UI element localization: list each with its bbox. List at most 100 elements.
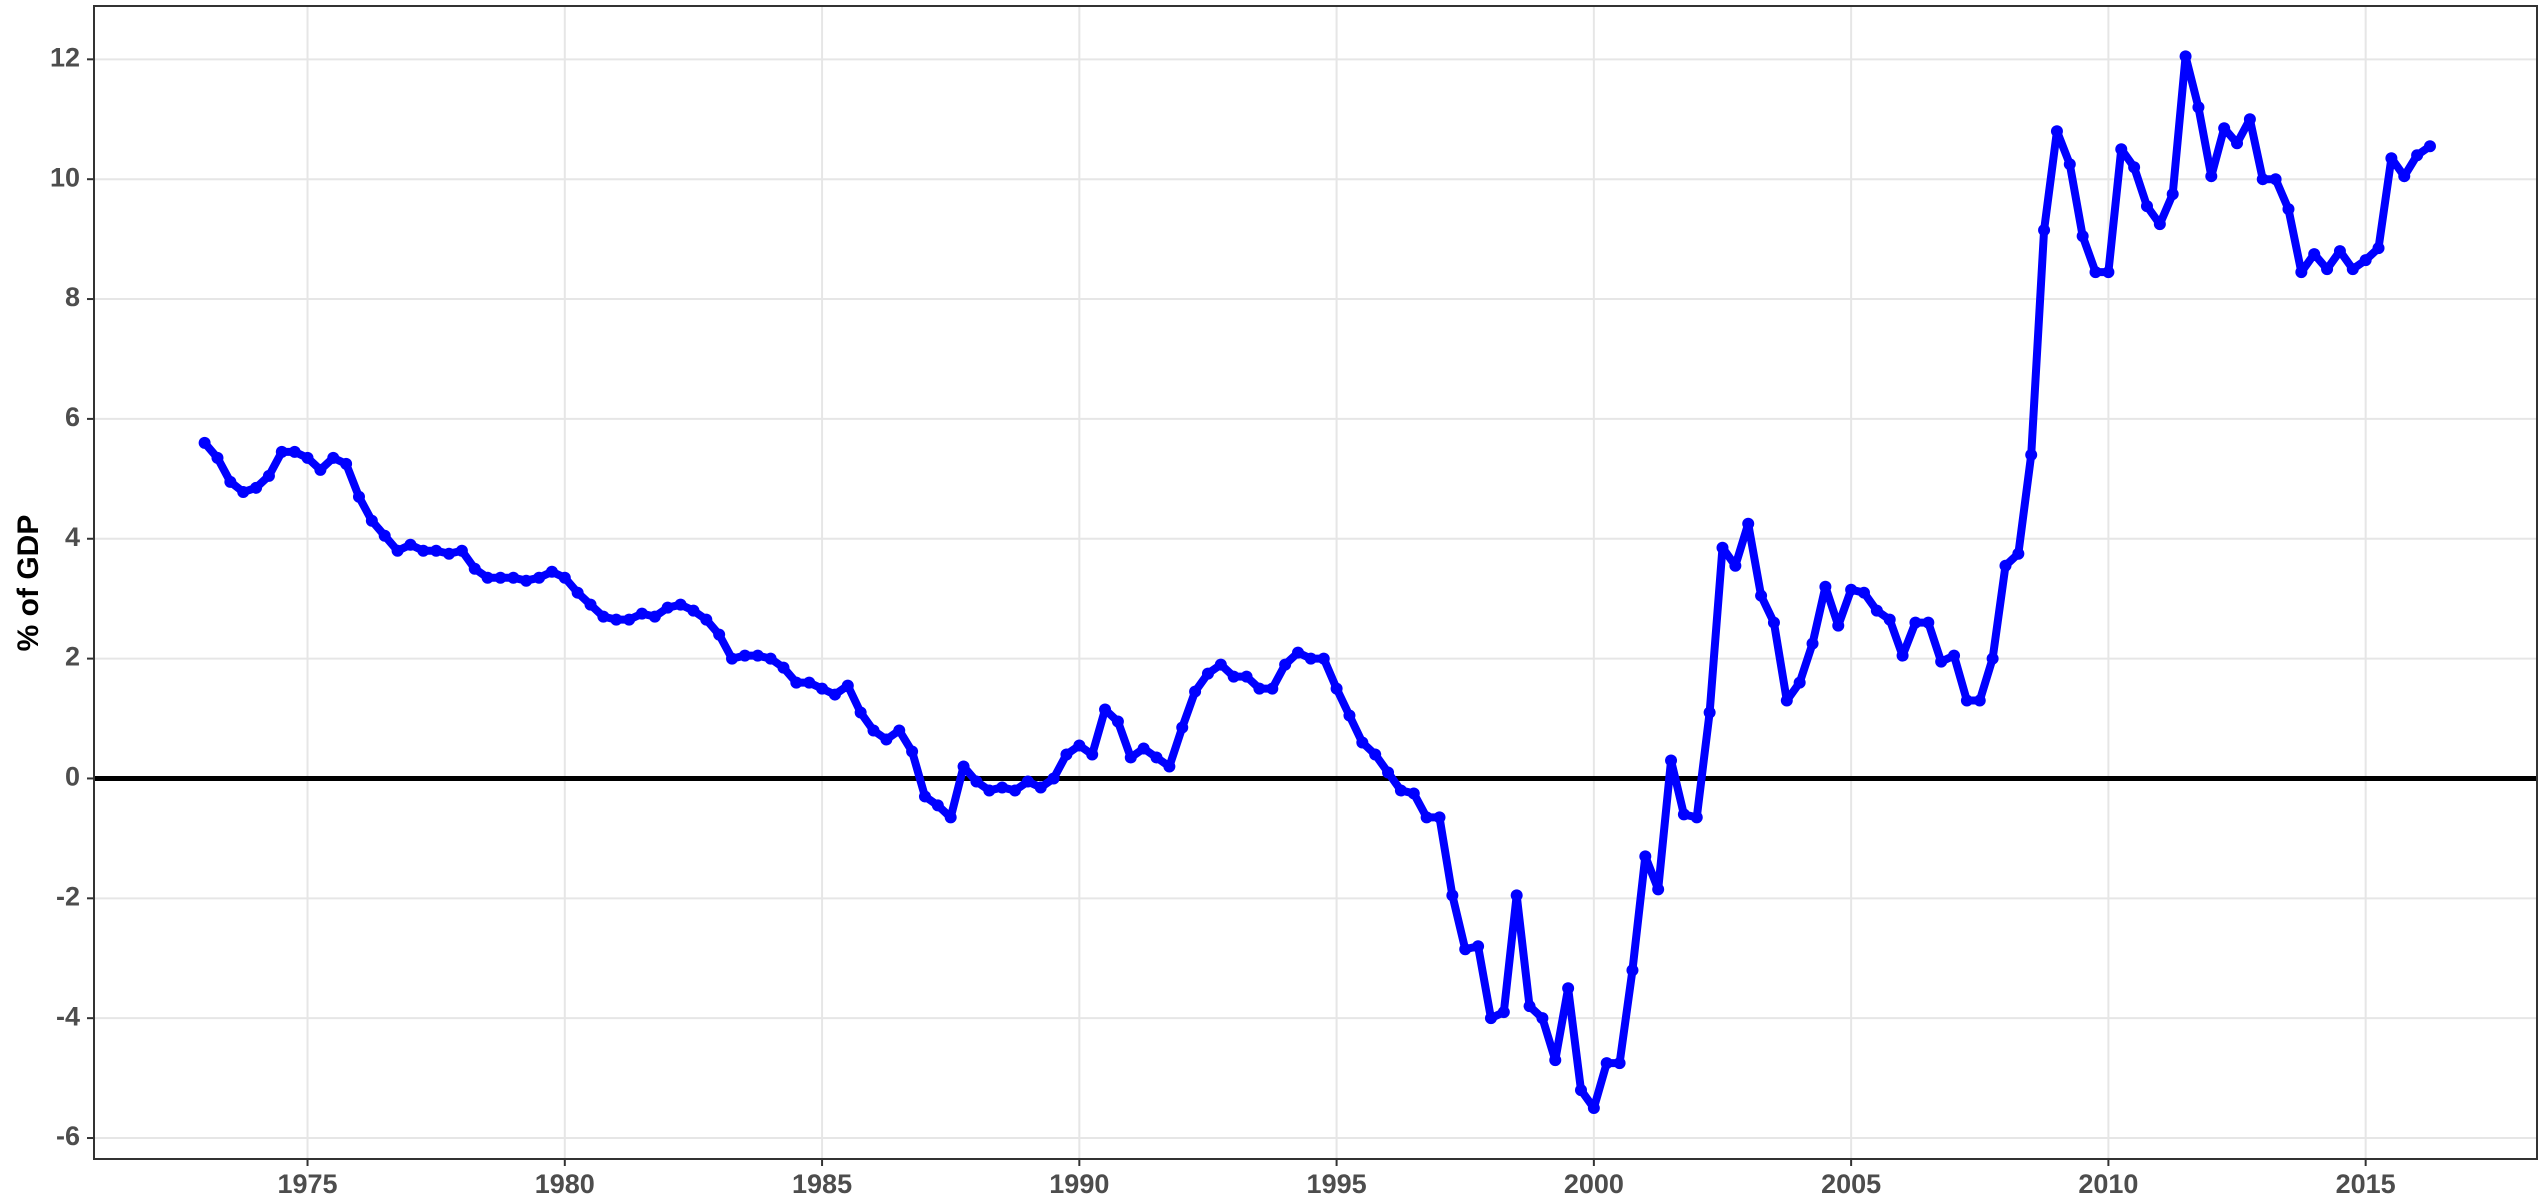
data-point — [918, 790, 931, 803]
data-point — [1883, 613, 1896, 626]
data-point — [301, 451, 314, 464]
data-point — [545, 565, 558, 578]
data-point — [352, 490, 365, 503]
data-point — [2128, 161, 2141, 174]
x-tick-label: 2000 — [1564, 1169, 1624, 1199]
data-point — [2359, 254, 2372, 267]
data-point — [1677, 808, 1690, 821]
data-point — [1729, 559, 1742, 572]
data-point — [1870, 604, 1883, 617]
data-point — [1562, 982, 1575, 995]
data-point — [1832, 619, 1845, 632]
data-point — [1369, 748, 1382, 761]
data-point — [1137, 742, 1150, 755]
data-point — [996, 781, 1009, 794]
y-tick-label: 8 — [65, 282, 80, 312]
data-point — [2231, 137, 2244, 150]
data-point — [1214, 658, 1227, 671]
data-point — [2256, 173, 2269, 186]
data-point — [2038, 224, 2051, 237]
data-point — [1266, 682, 1279, 695]
y-axis-label: % of GDP — [12, 515, 45, 652]
data-point — [1523, 1000, 1536, 1013]
data-point — [468, 562, 481, 575]
data-point — [841, 679, 854, 692]
data-point — [1086, 748, 1099, 761]
data-point — [893, 724, 906, 737]
data-point — [2282, 203, 2295, 216]
data-point — [1253, 682, 1266, 695]
data-point — [1948, 649, 1961, 662]
data-point — [1510, 889, 1523, 902]
data-point — [2153, 218, 2166, 231]
data-point — [430, 544, 443, 557]
data-point — [2179, 50, 2192, 63]
data-point — [2025, 448, 2038, 461]
data-point — [790, 676, 803, 689]
data-point — [1176, 721, 1189, 734]
data-point — [713, 628, 726, 641]
data-point — [1201, 667, 1214, 680]
data-point — [1986, 652, 1999, 665]
data-point — [404, 538, 417, 551]
data-point — [1767, 616, 1780, 629]
x-tick-label: 2015 — [2336, 1169, 2396, 1199]
data-point — [1073, 739, 1086, 752]
data-point — [1124, 751, 1137, 764]
data-point — [1304, 652, 1317, 665]
data-point — [1472, 940, 1485, 953]
data-point — [1690, 811, 1703, 824]
data-point — [1099, 703, 1112, 716]
data-point — [2089, 266, 2102, 279]
data-point — [970, 775, 983, 788]
data-point — [2192, 101, 2205, 114]
data-point — [2140, 200, 2153, 213]
data-point — [1497, 1006, 1510, 1019]
data-point — [764, 652, 777, 665]
data-point — [417, 544, 430, 557]
data-point — [2102, 266, 2115, 279]
data-point — [1021, 775, 1034, 788]
data-point — [1484, 1012, 1497, 1025]
data-point — [1459, 943, 1472, 956]
data-point — [674, 598, 687, 611]
data-point — [1600, 1057, 1613, 1070]
data-point — [1536, 1012, 1549, 1025]
data-point — [828, 688, 841, 701]
data-point — [2423, 140, 2436, 153]
data-point — [1793, 676, 1806, 689]
x-tick-label: 1975 — [277, 1169, 337, 1199]
data-point — [610, 613, 623, 626]
data-point — [378, 529, 391, 542]
data-point — [661, 601, 674, 614]
data-point — [597, 610, 610, 623]
data-point — [648, 610, 661, 623]
data-point — [1755, 589, 1768, 602]
y-tick-label: 6 — [65, 402, 80, 432]
data-point — [2218, 122, 2231, 135]
data-point — [2166, 188, 2179, 201]
data-point — [211, 451, 224, 464]
data-point — [2308, 248, 2321, 261]
data-point — [1189, 685, 1202, 698]
y-tick-label: 0 — [65, 762, 80, 792]
data-point — [1549, 1054, 1562, 1067]
data-point — [2205, 170, 2218, 183]
data-point — [1639, 850, 1652, 863]
data-point — [2346, 263, 2359, 276]
data-point — [1227, 670, 1240, 683]
data-point — [1960, 694, 1973, 707]
data-point — [1317, 652, 1330, 665]
x-tick-label: 1990 — [1049, 1169, 1109, 1199]
data-point — [2050, 125, 2063, 138]
data-point — [944, 811, 957, 824]
data-point — [1433, 811, 1446, 824]
data-point — [507, 571, 520, 584]
data-point — [1343, 709, 1356, 722]
data-point — [983, 784, 996, 797]
data-point — [2372, 242, 2385, 255]
x-tick-label: 1980 — [535, 1169, 595, 1199]
data-point — [250, 481, 263, 494]
